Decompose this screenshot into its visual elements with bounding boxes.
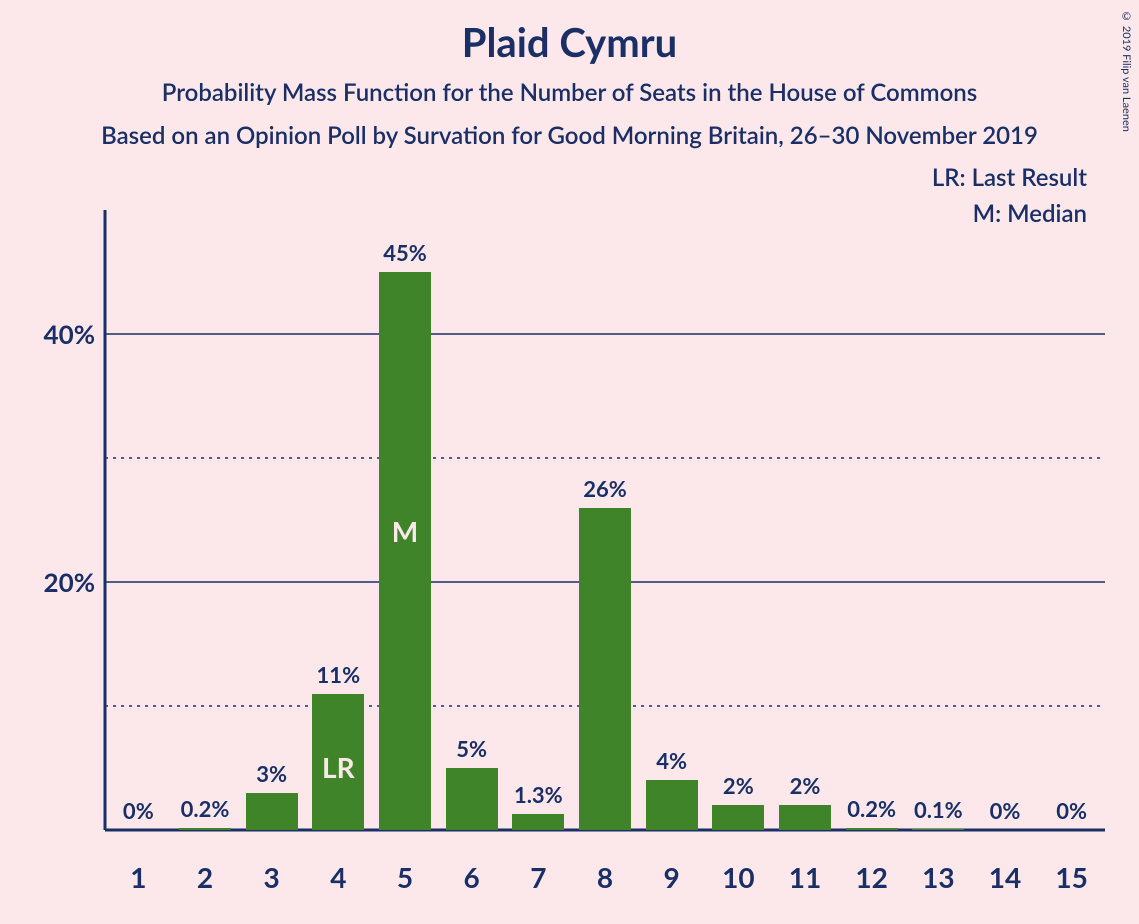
bar — [846, 828, 898, 830]
xtick-label: 11 — [789, 860, 821, 894]
xtick-label: 15 — [1055, 860, 1087, 894]
xtick-label: 12 — [855, 860, 887, 894]
bar — [246, 793, 298, 830]
xtick-label: 7 — [530, 860, 546, 894]
xtick-label: 14 — [989, 860, 1021, 894]
bar-annotation: LR — [322, 750, 355, 784]
bar — [779, 805, 831, 830]
bar — [379, 272, 431, 830]
bar-value-label: 5% — [456, 735, 487, 762]
bar-value-label: 0.2% — [181, 795, 230, 822]
bar-annotation: M — [392, 514, 418, 548]
bar — [512, 814, 564, 830]
bar-value-label: 3% — [256, 760, 287, 787]
bar-value-label: 11% — [317, 661, 361, 688]
xtick-label: 10 — [722, 860, 754, 894]
copyright-text: © 2019 Filip van Laenen — [1120, 10, 1133, 132]
bars-container: 0%10.2%23%311%445%55%61.3%726%84%92%102%… — [105, 210, 1105, 830]
xtick-label: 1 — [130, 860, 146, 894]
legend-line-lr: LR: Last Result — [932, 160, 1087, 196]
plot-area: LR: Last Result M: Median 0%10.2%23%311%… — [105, 210, 1105, 830]
xtick-label: 5 — [397, 860, 413, 894]
xtick-label: 4 — [330, 860, 346, 894]
xtick-label: 3 — [264, 860, 280, 894]
chart-subtitle-1: Probability Mass Function for the Number… — [0, 78, 1139, 107]
bar-value-label: 0% — [1056, 797, 1087, 824]
xtick-label: 13 — [922, 860, 954, 894]
bar-value-label: 2% — [790, 772, 821, 799]
bar-value-label: 45% — [383, 239, 427, 266]
bar-value-label: 1.3% — [514, 781, 563, 808]
bar — [446, 768, 498, 830]
chart-title: Plaid Cymru — [0, 0, 1139, 66]
bar — [912, 829, 964, 830]
bar — [712, 805, 764, 830]
bar-value-label: 0.2% — [847, 795, 896, 822]
xtick-label: 6 — [464, 860, 480, 894]
bar-value-label: 0.1% — [914, 796, 963, 823]
xtick-label: 9 — [664, 860, 680, 894]
bar-value-label: 0% — [990, 797, 1021, 824]
bar-value-label: 2% — [723, 772, 754, 799]
bar — [646, 780, 698, 830]
bar — [179, 828, 231, 830]
chart-subtitle-2: Based on an Opinion Poll by Survation fo… — [0, 121, 1139, 150]
xtick-label: 2 — [197, 860, 213, 894]
ytick-label: 40% — [44, 318, 95, 350]
xtick-label: 8 — [597, 860, 613, 894]
bar-value-label: 4% — [656, 747, 687, 774]
bar-value-label: 26% — [583, 475, 627, 502]
ytick-label: 20% — [44, 566, 95, 598]
bar-value-label: 0% — [123, 797, 154, 824]
bar — [579, 508, 631, 830]
